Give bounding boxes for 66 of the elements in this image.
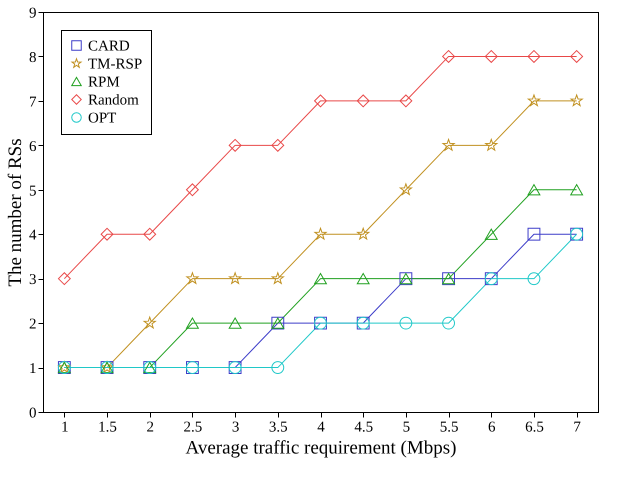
point (314, 94, 327, 108)
point (442, 50, 455, 63)
x-tick-label: 6 (488, 420, 496, 436)
point (442, 316, 455, 330)
x-tick-label: 4 (317, 420, 326, 436)
point (228, 138, 242, 152)
point (271, 361, 284, 374)
x-tick-label: 7 (573, 420, 582, 436)
point (272, 272, 284, 284)
y-tick-label: 0 (29, 406, 36, 422)
point (570, 50, 584, 63)
point (100, 228, 114, 241)
x-tick-label: 4.5 (354, 420, 374, 436)
point (399, 316, 412, 330)
point (356, 273, 370, 284)
point (485, 138, 498, 151)
x-tick-label: 5 (402, 420, 410, 436)
point (186, 183, 199, 196)
point (528, 228, 540, 241)
legend-label: TM-RSP (88, 56, 142, 72)
point (528, 184, 540, 196)
x-tick-label: 2.5 (184, 420, 202, 436)
y-tick-label: 1 (29, 361, 36, 378)
y-tick-label: 9 (29, 6, 36, 22)
point (186, 272, 199, 284)
point (58, 272, 71, 286)
point (356, 94, 370, 108)
point (528, 94, 540, 106)
point (143, 228, 156, 241)
point (144, 316, 156, 328)
x-tick-label: 2 (146, 420, 154, 436)
point (400, 183, 412, 196)
y-tick-label: 5 (29, 183, 36, 200)
x-tick-label: 5.5 (440, 420, 458, 436)
point (314, 273, 327, 284)
y-tick-label: 7 (29, 94, 37, 110)
point (399, 94, 412, 108)
y-tick-label: 6 (29, 138, 37, 155)
x-tick-label: 1 (61, 420, 69, 436)
y-tick-label: 4 (29, 228, 37, 244)
point (271, 138, 284, 152)
point (186, 317, 199, 329)
point (484, 50, 498, 63)
point (484, 228, 498, 240)
y-tick-label: 3 (29, 272, 36, 288)
legend-label: CARD (88, 38, 130, 54)
legend-label: RPM (88, 74, 120, 90)
point (570, 94, 583, 106)
x-tick-label: 3 (232, 420, 240, 436)
y-tick-label: 8 (29, 50, 36, 66)
x-axis-title: Average traffic requirement (Mbps) (186, 438, 456, 458)
point (228, 317, 242, 329)
legend-label: OPT (88, 110, 116, 126)
x-tick-label: 1.5 (98, 420, 117, 436)
x-tick-label: 6.5 (525, 420, 544, 436)
point (314, 228, 327, 240)
point (228, 272, 242, 284)
y-tick-label: 2 (29, 316, 36, 333)
x-tick-label: 3.5 (268, 420, 288, 436)
point (570, 184, 584, 196)
point (442, 138, 455, 151)
point (357, 228, 370, 240)
y-axis-title: The number of RSs (5, 138, 26, 287)
point (528, 272, 540, 286)
point (528, 50, 540, 63)
legend-label: Random (88, 92, 140, 108)
